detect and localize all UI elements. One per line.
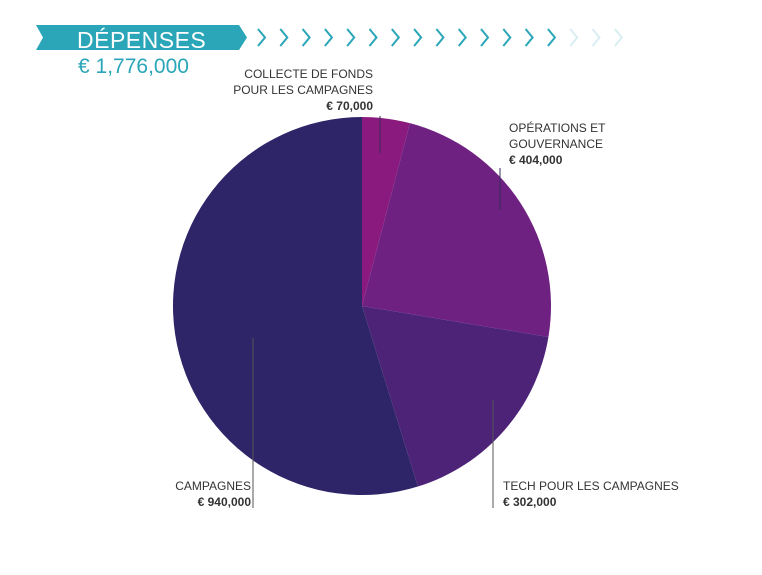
chevron-icon [301, 28, 311, 47]
chevron-icon [480, 28, 490, 47]
header-banner: DÉPENSES € 1,776,000 [0, 0, 762, 80]
banner-ribbon [36, 25, 247, 50]
chevron-icon [502, 28, 512, 47]
slice-label: TECH POUR LES CAMPAGNES € 302,000 [503, 478, 679, 510]
chevron-icon [457, 28, 467, 47]
slice-label: COLLECTE DE FONDS POUR LES CAMPAGNES € 70,… [233, 66, 373, 114]
chevron-icon [614, 28, 624, 47]
chevron-icon [547, 28, 557, 47]
chevron-icon [569, 28, 579, 47]
chevron-icon [257, 28, 267, 47]
chevron-icon [279, 28, 289, 47]
pie-slice [172, 116, 418, 496]
chevron-icon [324, 28, 334, 47]
chevron-icon [391, 28, 401, 47]
slice-label: OPÉRATIONS ET GOUVERNANCE € 404,000 [509, 120, 605, 168]
slice-value: € 404,000 [509, 153, 563, 167]
slice-name: CAMPAGNES [175, 479, 251, 493]
slice-name: GOUVERNANCE [509, 137, 604, 151]
chevron-icon [591, 28, 601, 47]
chevron-arrows [257, 28, 624, 47]
slice-name: POUR LES CAMPAGNES [233, 83, 373, 97]
slice-name: OPÉRATIONS ET [509, 121, 606, 135]
chevron-icon [368, 28, 378, 47]
pie-slice [362, 306, 549, 487]
chevron-icon [346, 28, 356, 47]
slice-value: € 302,000 [503, 495, 557, 509]
slice-value: € 940,000 [197, 495, 251, 509]
pie-slice [362, 123, 552, 337]
slice-label: CAMPAGNES € 940,000 [175, 478, 251, 510]
chevron-icon [435, 28, 445, 47]
slice-value: € 70,000 [326, 99, 373, 113]
slice-name: TECH POUR LES CAMPAGNES [503, 479, 679, 493]
chevron-icon [524, 28, 534, 47]
banner-graphic [36, 25, 624, 50]
slice-name: COLLECTE DE FONDS [244, 67, 373, 81]
pie-slice [362, 116, 410, 306]
total-amount: € 1,776,000 [78, 55, 189, 78]
page-title: DÉPENSES [77, 27, 207, 53]
chevron-icon [413, 28, 423, 47]
